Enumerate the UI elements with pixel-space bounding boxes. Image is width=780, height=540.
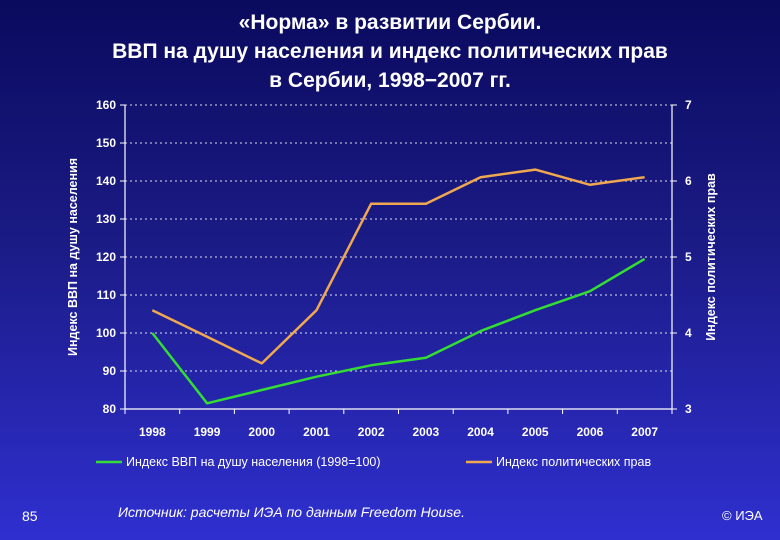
x-tick-label: 2000 bbox=[248, 425, 275, 439]
y-tick-label: 150 bbox=[96, 136, 116, 150]
x-tick-label: 1998 bbox=[139, 425, 166, 439]
y-axis-label: Индекс ВВП на душу населения bbox=[66, 158, 80, 356]
x-tick-label: 2004 bbox=[467, 425, 494, 439]
x-tick-label: 2001 bbox=[303, 425, 330, 439]
title-line-3: в Сербии, 1998−2007 гг. bbox=[269, 69, 511, 92]
y-tick-label: 100 bbox=[96, 326, 116, 340]
chart-title: «Норма» в развитии Сербии. ВВП на душу н… bbox=[0, 8, 780, 95]
y2-tick-label: 5 bbox=[685, 250, 692, 264]
title-line-1: «Норма» в развитии Сербии. bbox=[238, 11, 542, 34]
y2-tick-label: 6 bbox=[685, 174, 692, 188]
page-number: 85 bbox=[22, 508, 38, 524]
y-tick-label: 140 bbox=[96, 174, 116, 188]
x-tick-label: 2003 bbox=[412, 425, 439, 439]
y-tick-label: 160 bbox=[96, 98, 116, 112]
source-note: Источник: расчеты ИЭА по данным Freedom … bbox=[118, 504, 465, 520]
y-tick-label: 110 bbox=[97, 288, 117, 302]
x-tick-label: 2002 bbox=[358, 425, 385, 439]
x-tick-label: 1999 bbox=[194, 425, 221, 439]
y-tick-label: 90 bbox=[103, 364, 117, 378]
rights-series-line bbox=[151, 168, 645, 365]
legend-label: Индекс ВВП на душу населения (1998=100) bbox=[126, 455, 381, 469]
y2-tick-label: 3 bbox=[685, 402, 692, 416]
copyright: © ИЭА bbox=[722, 508, 763, 523]
x-tick-label: 2007 bbox=[631, 425, 658, 439]
x-tick-label: 2006 bbox=[577, 425, 604, 439]
gdp-series-line bbox=[151, 257, 646, 405]
y-tick-label: 130 bbox=[96, 212, 116, 226]
y2-tick-label: 7 bbox=[685, 98, 692, 112]
y-tick-label: 120 bbox=[96, 250, 116, 264]
y-tick-label: 80 bbox=[103, 402, 117, 416]
legend-label: Индекс политических прав bbox=[496, 455, 651, 469]
x-tick-label: 2005 bbox=[522, 425, 549, 439]
title-line-2: ВВП на душу населения и индекс политичес… bbox=[112, 40, 668, 63]
y2-axis-label: Индекс политических прав bbox=[704, 173, 718, 341]
y2-tick-label: 4 bbox=[685, 326, 692, 340]
